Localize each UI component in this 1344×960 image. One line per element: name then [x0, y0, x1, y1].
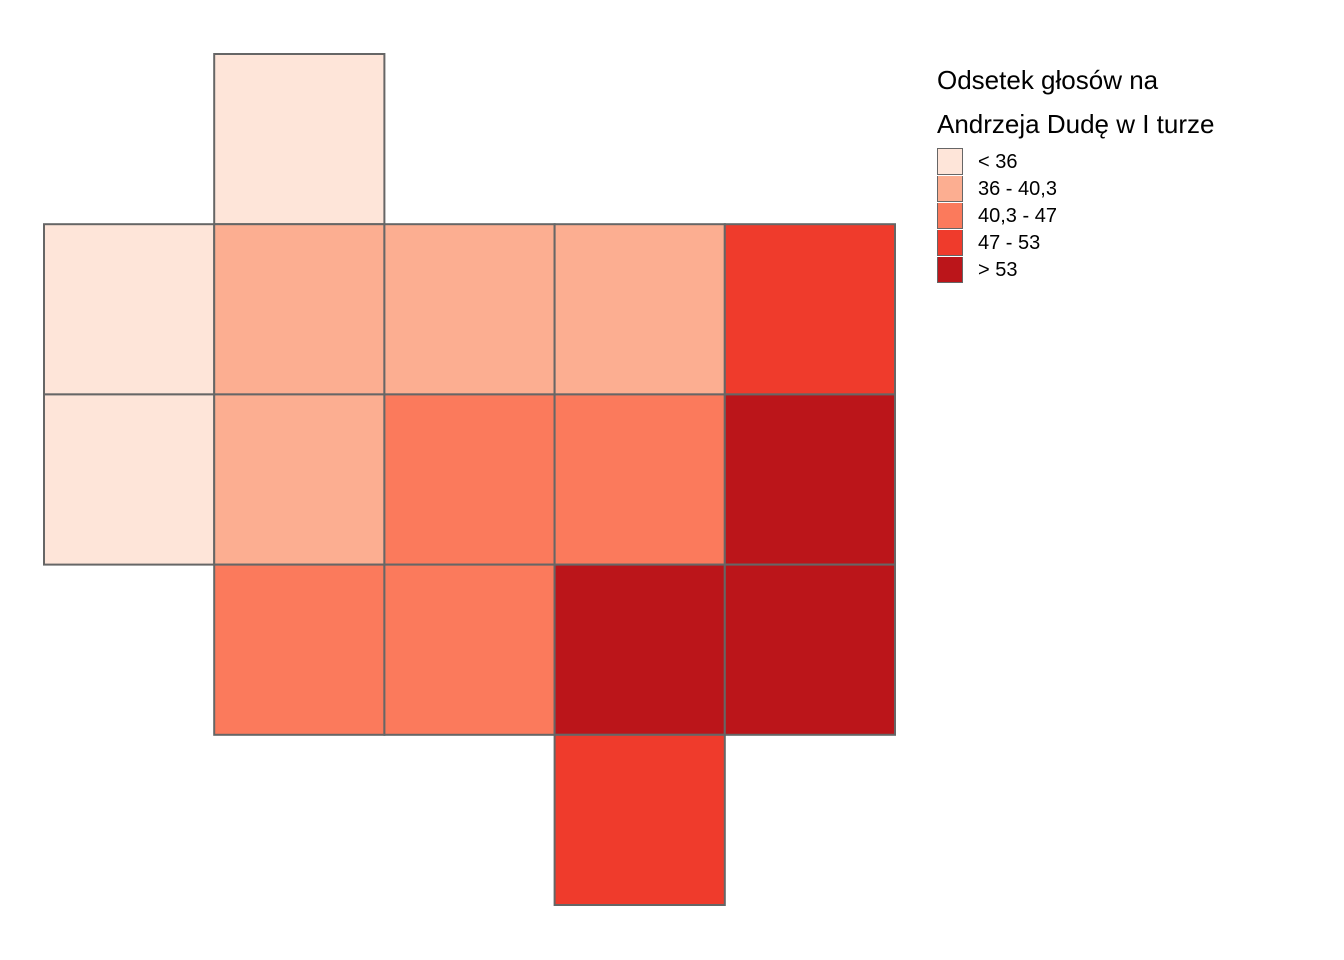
map-tile — [383, 223, 556, 396]
map-tile — [723, 393, 896, 566]
legend-swatch — [937, 202, 963, 229]
map-tile — [213, 53, 386, 226]
legend-label: 47 - 53 — [978, 231, 1041, 254]
map-tile — [553, 733, 726, 906]
legend-title-line-1: Odsetek głosów na — [937, 65, 1159, 95]
map-tile — [553, 223, 726, 396]
legend-label: 40,3 - 47 — [978, 204, 1057, 227]
legend-title: Odsetek głosów na Andrzeja Dudę w I turz… — [937, 58, 1317, 146]
legend-swatch — [937, 148, 963, 175]
legend-title-line-2: Andrzeja Dudę w I turze — [937, 109, 1215, 139]
legend-item: 36 - 40,3 — [937, 175, 1057, 202]
legend-label: 36 - 40,3 — [978, 177, 1057, 200]
legend-label: > 53 — [978, 258, 1018, 281]
map-tile — [723, 563, 896, 736]
legend-items: < 36 36 - 40,3 40,3 - 47 47 - 53 > 53 — [937, 148, 1317, 283]
map-tile — [213, 393, 386, 566]
legend-item: 47 - 53 — [937, 229, 1040, 256]
legend-item: > 53 — [937, 256, 1017, 283]
legend-swatch — [937, 229, 963, 256]
map-tile — [43, 393, 216, 566]
map-tile — [383, 563, 556, 736]
legend-label: < 36 — [978, 150, 1018, 173]
map-tile — [553, 563, 726, 736]
map-tile — [213, 563, 386, 736]
legend-swatch — [937, 175, 963, 202]
map-tile — [553, 393, 726, 566]
map-tile — [43, 223, 216, 396]
legend-item: < 36 — [937, 148, 1017, 175]
legend-swatch — [937, 256, 963, 283]
map-tile — [723, 223, 896, 396]
map-tile — [383, 393, 556, 566]
map-tile — [213, 223, 386, 396]
legend-item: 40,3 - 47 — [937, 202, 1057, 229]
legend: Odsetek głosów na Andrzeja Dudę w I turz… — [937, 58, 1317, 283]
